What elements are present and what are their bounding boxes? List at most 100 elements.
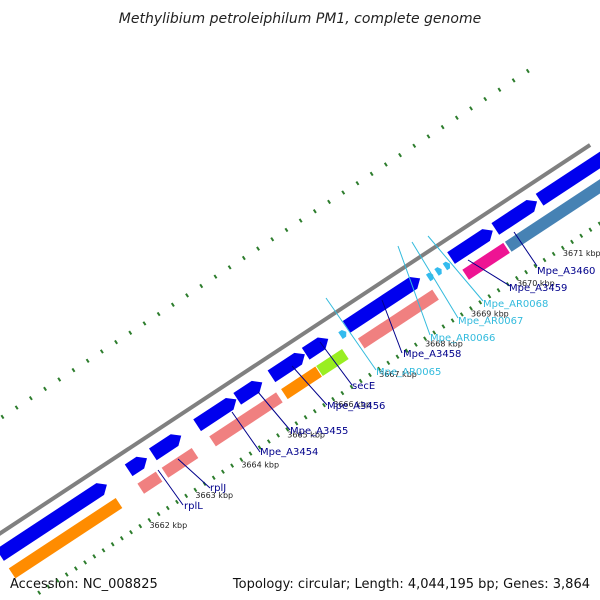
inner-tick bbox=[64, 572, 69, 577]
tick-label: 3668 kbp bbox=[425, 340, 463, 349]
gene-label: Mpe_A3458 bbox=[403, 349, 461, 360]
inner-tick bbox=[358, 378, 363, 384]
outer-tick bbox=[298, 218, 303, 223]
inner-tick bbox=[524, 269, 529, 275]
cog-A3460-block bbox=[504, 161, 600, 252]
inner-tick bbox=[73, 566, 78, 571]
inner-tick bbox=[496, 288, 501, 293]
gene-label: Mpe_A3460 bbox=[537, 266, 595, 277]
leader-line bbox=[397, 245, 431, 336]
leader-line bbox=[157, 469, 184, 506]
cog-A3456-block bbox=[281, 366, 322, 400]
inner-tick bbox=[514, 275, 519, 281]
outer-tick bbox=[199, 283, 204, 289]
inner-tick bbox=[413, 342, 418, 347]
leader-line bbox=[319, 341, 353, 386]
outer-tick bbox=[14, 405, 19, 410]
outer-tick bbox=[469, 106, 473, 111]
outer-tick bbox=[454, 115, 459, 120]
inner-tick bbox=[386, 360, 391, 366]
inner-tick bbox=[588, 227, 593, 232]
inner-tick bbox=[37, 590, 42, 595]
outer-tick bbox=[355, 180, 360, 186]
tick-label: 3670 kbp bbox=[517, 279, 555, 288]
inner-tick bbox=[395, 354, 400, 359]
inner-tick bbox=[349, 384, 354, 390]
tick-label: 3666 kbp bbox=[333, 400, 371, 409]
inner-tick bbox=[570, 239, 574, 245]
outer-tick bbox=[156, 311, 161, 317]
outer-tick bbox=[142, 321, 147, 326]
gene-labels: rplLrplJMpe_A3454Mpe_A3455Mpe_A3456secEM… bbox=[184, 266, 595, 512]
cds-rplL-block bbox=[0, 483, 107, 561]
outer-tick bbox=[114, 339, 118, 345]
cog-rplJ-block bbox=[137, 471, 163, 494]
inner-tick bbox=[83, 560, 88, 565]
map-title: Methylibium petroleiphilum PM1, complete… bbox=[119, 11, 481, 27]
outer-tick bbox=[312, 209, 317, 214]
outer-tick bbox=[256, 246, 260, 251]
inner-tick bbox=[459, 312, 464, 317]
outer-tick bbox=[341, 190, 346, 195]
outer-tick bbox=[525, 68, 530, 74]
inner-tick bbox=[560, 245, 565, 251]
cds-end-block bbox=[535, 146, 600, 206]
leader-line bbox=[325, 297, 377, 371]
tick-label: 3671 kbp bbox=[563, 249, 600, 258]
outer-tick bbox=[0, 414, 5, 420]
outer-tick bbox=[227, 265, 232, 270]
tick-label: 3664 kbp bbox=[241, 461, 279, 470]
inner-tick bbox=[175, 499, 179, 505]
inner-tick bbox=[276, 433, 280, 438]
gene-label: Mpe_A3456 bbox=[327, 401, 385, 412]
inner-tick bbox=[211, 475, 216, 480]
inner-tick bbox=[542, 257, 547, 263]
leader-line bbox=[381, 299, 403, 354]
cog-A3454-block bbox=[161, 447, 199, 478]
outer-tick bbox=[71, 367, 76, 373]
outer-tick bbox=[284, 227, 289, 233]
inner-tick bbox=[46, 584, 51, 589]
inner-tick bbox=[579, 233, 584, 239]
outer-tick bbox=[170, 302, 175, 307]
outer-tick bbox=[383, 162, 388, 167]
label-leader-lines bbox=[157, 231, 538, 506]
outer-tick bbox=[369, 171, 374, 177]
outer-tick bbox=[57, 377, 62, 382]
cog-A3455-block bbox=[209, 392, 283, 447]
inner-tick bbox=[110, 542, 115, 547]
gene-label: rplJ bbox=[210, 483, 226, 494]
outer-tick bbox=[440, 124, 445, 130]
tick-label: 3667 kbp bbox=[379, 370, 417, 379]
cds-secE-block bbox=[267, 352, 305, 383]
inner-tick bbox=[239, 457, 244, 462]
outer-tick bbox=[28, 395, 33, 401]
cds-A3456b-block bbox=[301, 337, 329, 360]
trna-AR0068-marker bbox=[442, 261, 451, 271]
backbone bbox=[0, 143, 592, 536]
inner-tick bbox=[340, 390, 345, 396]
backbone-line bbox=[0, 143, 592, 536]
leader-line bbox=[177, 458, 211, 489]
inner-tick bbox=[367, 372, 372, 378]
outer-tick bbox=[511, 78, 516, 83]
inner-tick bbox=[248, 451, 253, 456]
kbp-tick-labels: 3662 kbp 3663 kbp 3664 kbp 3665 kbp 3666 kbp… bbox=[149, 249, 600, 530]
cds-rplJ-block bbox=[124, 456, 148, 477]
inner-tick bbox=[487, 294, 492, 299]
outer-tick-marks bbox=[0, 68, 530, 420]
inner-tick bbox=[55, 578, 60, 583]
outer-tick bbox=[241, 255, 246, 261]
inner-tick bbox=[312, 408, 317, 414]
inner-tick bbox=[147, 517, 152, 523]
inner-tick bbox=[138, 523, 143, 529]
outer-tick bbox=[270, 237, 275, 242]
outer-tick bbox=[483, 96, 488, 102]
inner-tick bbox=[450, 318, 455, 323]
cds-A3456-block bbox=[233, 380, 263, 405]
trna-AR0065-marker bbox=[338, 329, 347, 339]
gene-label: Mpe_AR0066 bbox=[430, 333, 495, 344]
outer-tick bbox=[128, 330, 133, 335]
